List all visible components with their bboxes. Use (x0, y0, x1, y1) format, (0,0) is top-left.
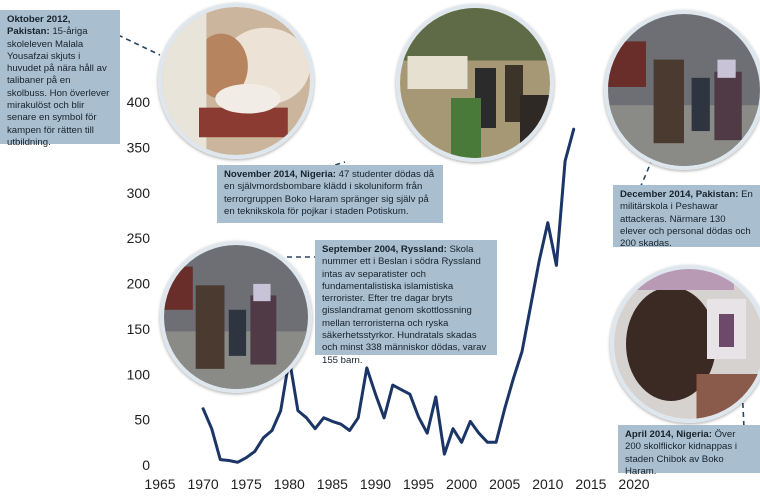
annotation-oktober-2012: Oktober 2012, Pakistan: 15-åriga skolele… (0, 10, 120, 148)
photo-chibok (610, 265, 760, 423)
x-tick-label: 2010 (532, 476, 563, 492)
y-tick-label: 200 (127, 276, 151, 292)
x-axis-ticks: 1965 1970 1975 1980 1985 1990 1995 2000 2005 2010… (144, 476, 649, 492)
photo-malala (158, 3, 314, 159)
x-tick-label: 1980 (274, 476, 305, 492)
x-tick-label: 1965 (144, 476, 175, 492)
y-tick-label: 300 (127, 185, 151, 201)
x-tick-label: 1970 (188, 476, 219, 492)
x-tick-label: 2005 (489, 476, 520, 492)
photo-peshawar (604, 10, 760, 170)
x-tick-label: 1985 (317, 476, 348, 492)
x-tick-label: 2020 (618, 476, 649, 492)
y-tick-label: 400 (127, 94, 151, 110)
annotation-april-2014: April 2014, Nigeria: Över 200 skolflicko… (618, 425, 760, 477)
y-axis-ticks: 0 50 100 150 200 250 300 350 400 (127, 94, 151, 473)
annotation-december-2014: December 2014, Pakistan: En militärskola… (613, 185, 760, 249)
y-tick-label: 150 (127, 321, 151, 337)
y-tick-label: 350 (127, 139, 151, 155)
annotation-september-2004: September 2004, Ryssland: Skola nummer e… (315, 240, 497, 366)
photo-potiskum (396, 4, 554, 162)
x-tick-label: 1995 (403, 476, 434, 492)
y-tick-label: 100 (127, 366, 151, 382)
annotation-november-2014: November 2014, Nigeria: 47 studenter död… (217, 165, 443, 223)
x-tick-label: 2015 (575, 476, 606, 492)
y-tick-label: 50 (134, 412, 150, 428)
x-tick-label: 1975 (231, 476, 262, 492)
x-tick-label: 2000 (446, 476, 477, 492)
y-tick-label: 0 (142, 457, 150, 473)
y-tick-label: 250 (127, 230, 151, 246)
x-tick-label: 1990 (360, 476, 391, 492)
photo-beslan (160, 241, 312, 393)
series-line (201, 127, 576, 464)
